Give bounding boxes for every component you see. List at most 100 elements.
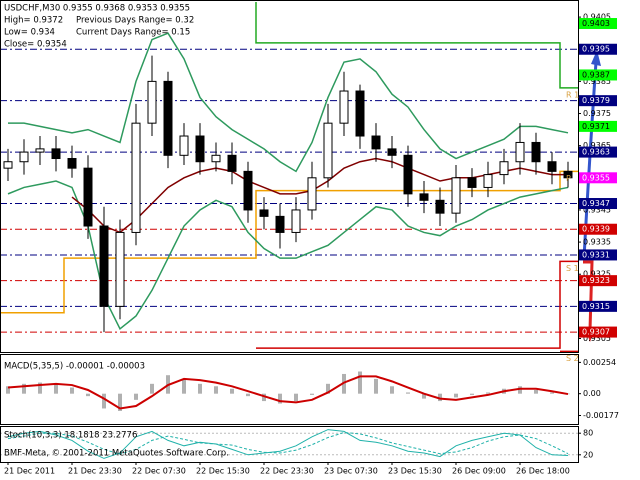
macd-frame	[0, 354, 579, 425]
macd-bar	[38, 382, 42, 394]
price-tag	[579, 146, 617, 158]
pivot-line	[256, 260, 578, 349]
y-tick-label: 0.9405	[583, 13, 611, 22]
macd-bar	[294, 393, 298, 402]
y-tick-label: 20	[583, 450, 593, 459]
price-tag	[579, 69, 617, 81]
macd-bar	[518, 386, 522, 394]
y-tick-label: 80	[583, 429, 593, 438]
info-text: Current Days Range= 0.15	[76, 28, 190, 38]
price-tag	[579, 18, 617, 30]
candle-body	[547, 161, 557, 172]
x-tick-label: 23 Dec 15:30	[388, 467, 442, 476]
price-tag	[579, 172, 617, 184]
macd-bar	[438, 393, 442, 402]
candle-body	[515, 141, 525, 163]
price-tag-label: 0.9371	[582, 122, 610, 131]
candle-body	[163, 80, 173, 156]
y-tick-label: 0.9335	[583, 238, 611, 247]
y-tick-label: 0.00	[583, 389, 601, 398]
candle-body	[83, 167, 93, 227]
candle-body	[467, 177, 477, 188]
candle-body	[419, 193, 429, 201]
macd-bar	[262, 393, 266, 402]
macd-title: MACD(5,35,5) -0.00001 -0.00003	[4, 362, 145, 372]
macd-bar	[6, 386, 10, 394]
candle-body	[147, 80, 157, 124]
candle-body	[563, 170, 573, 179]
x-tick-label: 22 Dec 23:30	[260, 467, 314, 476]
candle-body	[259, 209, 269, 217]
price-tag-label: 0.9355	[582, 173, 610, 182]
candle-body	[131, 122, 141, 233]
main-plot	[0, 2, 578, 352]
candle-body	[403, 154, 413, 195]
price-tag-label: 0.9347	[582, 199, 610, 208]
macd-bar	[118, 393, 122, 411]
macd-bar	[102, 393, 106, 409]
candle-body	[371, 135, 381, 150]
price-tag-label: 0.9323	[582, 276, 610, 285]
candle-body	[115, 231, 125, 307]
macd-bar	[454, 393, 458, 398]
info-text: Close= 0.9354	[4, 40, 67, 50]
price-tag-label: 0.9387	[582, 70, 610, 79]
line	[7, 429, 569, 459]
candle-body	[51, 148, 61, 160]
macd-bar	[470, 393, 474, 395]
x-tick-label: 22 Dec 15:30	[196, 467, 250, 476]
candle-body	[323, 122, 333, 179]
macd-bar	[358, 371, 362, 394]
candle-body	[3, 161, 13, 169]
price-tag	[579, 95, 617, 107]
candle-body	[179, 135, 189, 156]
macd-bar	[246, 393, 250, 397]
candle-body	[243, 170, 253, 211]
line	[7, 375, 569, 410]
x-tick-label: 26 Dec 18:00	[516, 467, 570, 476]
candle-body	[339, 90, 349, 124]
macd-bar	[550, 392, 554, 394]
y-tick-label: 0.9375	[583, 109, 611, 118]
macd-bar	[70, 387, 74, 394]
macd-bar	[326, 383, 330, 394]
macd-bar	[22, 383, 26, 394]
price-tag	[579, 198, 617, 210]
stoch-title: Stoch(10,3,3) 18.1818 23.2776	[4, 431, 137, 441]
x-tick-label: 21 Dec 23:30	[68, 467, 122, 476]
price-tag-label: 0.9395	[582, 45, 610, 54]
line	[7, 431, 569, 455]
line	[8, 32, 569, 173]
info-text: High= 0.9372	[4, 16, 63, 26]
chart-title: USDCHF,M30 0.9355 0.9368 0.9353 0.9355	[4, 4, 190, 14]
candle-body	[307, 177, 317, 211]
candle-body	[483, 174, 493, 188]
candle-body	[355, 90, 365, 137]
y-tick-label: 0.9385	[583, 77, 611, 86]
macd-bar	[390, 386, 394, 394]
price-tag-label: 0.9379	[582, 96, 610, 105]
candle-body	[99, 225, 109, 307]
price-tag	[579, 223, 617, 235]
macd-bar	[182, 378, 186, 394]
plot-layer	[0, 2, 578, 459]
price-tag	[579, 120, 617, 132]
info-text: Previous Days Range= 0.32	[76, 16, 194, 26]
price-tag	[579, 275, 617, 287]
price-tag-label: 0.9331	[582, 250, 610, 259]
candle-body	[19, 151, 29, 163]
macd-bar	[86, 393, 90, 397]
macd-bar	[134, 393, 138, 400]
candle-body	[211, 154, 221, 163]
price-tag-label: 0.9339	[582, 225, 610, 234]
price-tag-label: 0.9403	[582, 19, 610, 28]
price-tag	[579, 300, 617, 312]
y-tick-label: 0.00254	[583, 358, 616, 367]
x-tick-label: 21 Dec 2011	[4, 467, 55, 476]
macd-bar	[534, 389, 538, 394]
candle-body	[227, 154, 237, 172]
y-tick-label: 0.9365	[583, 141, 611, 150]
candle-body	[435, 199, 445, 214]
